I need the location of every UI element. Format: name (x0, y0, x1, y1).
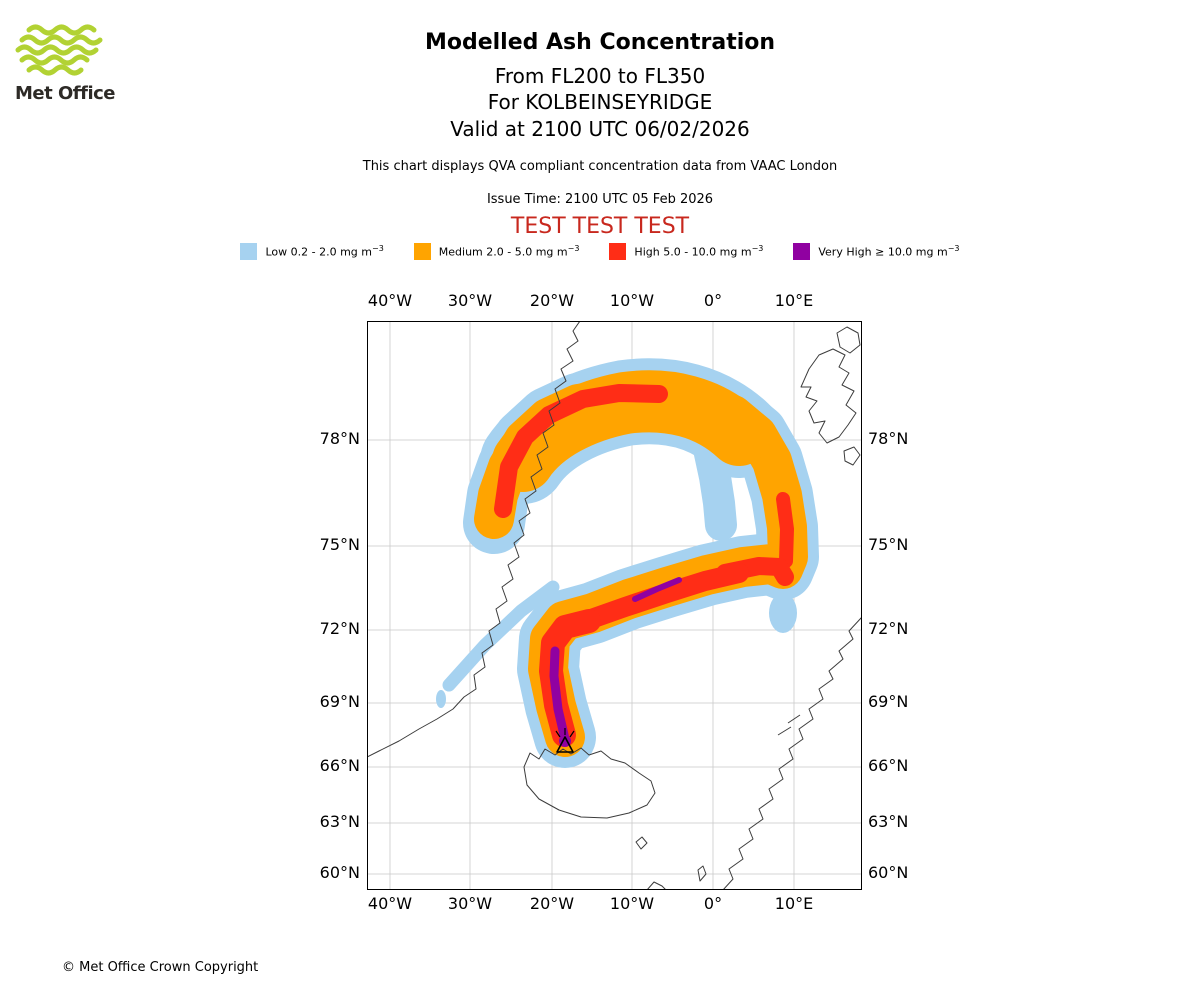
issue-time: Issue Time: 2100 UTC 05 Feb 2026 (486, 192, 714, 207)
high-north-band (494, 384, 668, 518)
x-tick-bottom-0: 0° (703, 894, 723, 913)
coastline-iceland (523, 747, 656, 819)
x-tick-top-20w: 20°W (529, 291, 575, 310)
legend-item-high: High 5.0 - 10.0 mg m−3 (609, 243, 763, 260)
legend-swatch-high (609, 243, 627, 260)
legend-swatch-low (240, 243, 258, 260)
x-tick-top-0: 0° (703, 291, 723, 310)
met-office-logo-text: Met Office (15, 83, 116, 104)
map-frame (367, 321, 862, 890)
low-east-lobe (769, 593, 797, 633)
very-high-vent-column (549, 646, 570, 744)
coastline-norway (722, 616, 862, 890)
low-southwest-streak (442, 580, 560, 692)
legend-label-low: Low 0.2 - 2.0 mg m−3 (265, 244, 384, 259)
coastline-scotland-edge (646, 881, 667, 890)
y-tick-right-69n: 69°N (868, 692, 909, 711)
y-tick-left-72n: 72°N (319, 619, 360, 638)
page-title: Modelled Ash Concentration (424, 30, 776, 55)
x-tick-bottom-10e: 10°E (774, 894, 814, 913)
x-tick-bottom-30w: 30°W (447, 894, 493, 913)
copyright-notice: © Met Office Crown Copyright (62, 960, 259, 975)
legend-label-high: High 5.0 - 10.0 mg m−3 (634, 244, 764, 259)
coastlines (367, 321, 862, 890)
legend-label-medium: Medium 2.0 - 5.0 mg m−3 (438, 244, 580, 259)
x-tick-top-10e: 10°E (774, 291, 814, 310)
test-banner: TEST TEST TEST (510, 214, 690, 239)
qva-description: This chart displays QVA compliant concen… (362, 159, 838, 174)
x-tick-bottom-10w: 10°W (609, 894, 655, 913)
low-detached-blob (436, 690, 446, 708)
high-mid-arm (581, 563, 749, 629)
y-tick-left-78n: 78°N (319, 429, 360, 448)
y-tick-right-72n: 72°N (868, 619, 909, 638)
y-tick-left-63n: 63°N (319, 812, 360, 831)
coastline-svalbard-south (843, 446, 861, 466)
very-high-arm-streak (632, 577, 682, 602)
legend-item-medium: Medium 2.0 - 5.0 mg m−3 (413, 243, 580, 260)
volcano-marker (555, 728, 575, 753)
coastline-svalbard-northeast (836, 326, 861, 354)
x-tick-bottom-20w: 20°W (529, 894, 575, 913)
valid-time-subtitle: Valid at 2100 UTC 06/02/2026 (450, 117, 750, 141)
coastline-shetland (697, 865, 707, 882)
flight-level-subtitle: From FL200 to FL350 (494, 64, 706, 88)
coastline-faroe (635, 836, 648, 850)
high-east-limb (776, 492, 794, 568)
y-tick-right-66n: 66°N (868, 756, 909, 775)
met-office-logo: Met Office (15, 24, 135, 104)
y-tick-left-75n: 75°N (319, 535, 360, 554)
y-tick-right-75n: 75°N (868, 535, 909, 554)
y-tick-right-78n: 78°N (868, 429, 909, 448)
y-tick-right-63n: 63°N (868, 812, 909, 831)
y-tick-left-69n: 69°N (319, 692, 360, 711)
ash-concentration-map (367, 321, 862, 890)
legend-swatch-very-high (793, 243, 811, 260)
coastline-greenland (367, 321, 581, 758)
y-tick-right-60n: 60°N (868, 863, 909, 882)
x-tick-top-10w: 10°W (609, 291, 655, 310)
coastline-lofoten-islands (777, 714, 801, 736)
x-tick-bottom-40w: 40°W (367, 894, 413, 913)
y-tick-left-66n: 66°N (319, 756, 360, 775)
medium-north-band (492, 370, 770, 492)
x-tick-top-30w: 30°W (447, 291, 493, 310)
legend: Low 0.2 - 2.0 mg m−3 Medium 2.0 - 5.0 mg… (0, 243, 1200, 260)
volcano-subtitle: For KOLBEINSEYRIDGE (487, 90, 713, 114)
y-tick-left-60n: 60°N (319, 863, 360, 882)
x-tick-top-40w: 40°W (367, 291, 413, 310)
legend-label-very-high: Very High ≥ 10.0 mg m−3 (818, 244, 960, 259)
legend-item-very-high: Very High ≥ 10.0 mg m−3 (793, 243, 960, 260)
low-inner-tongue (693, 433, 737, 541)
legend-swatch-medium (413, 243, 431, 260)
met-office-logo-waves (15, 24, 103, 76)
coastline-svalbard-main (800, 348, 857, 444)
legend-item-low: Low 0.2 - 2.0 mg m−3 (240, 243, 384, 260)
